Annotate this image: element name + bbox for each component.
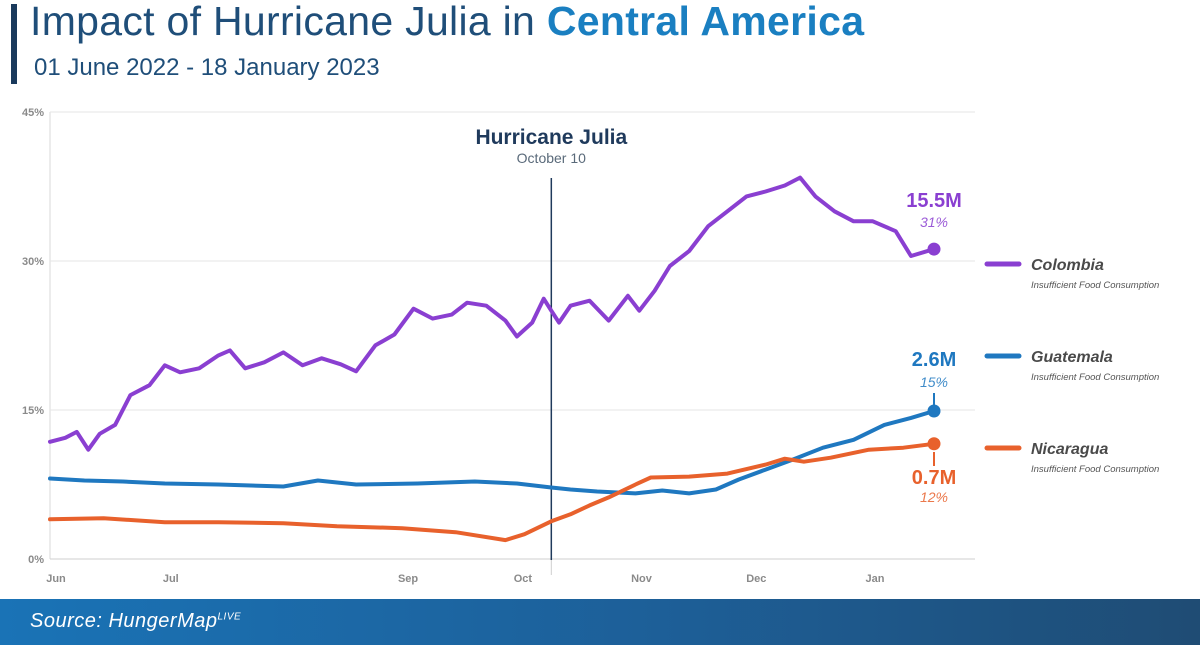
title-highlight: Central America — [546, 0, 865, 44]
end-pct-label-colombia: 31% — [920, 214, 948, 230]
source-text: Source: HungerMap — [30, 610, 218, 632]
y-tick-label: 15% — [22, 405, 44, 417]
series-line-colombia — [48, 175, 936, 452]
y-tick-label: 30% — [22, 256, 44, 268]
legend-label-guatemala: Guatemala — [1031, 349, 1113, 366]
x-tick-label: Jun — [46, 573, 66, 585]
legend-label-colombia: Colombia — [1031, 257, 1104, 274]
series-line-guatemala — [48, 409, 936, 496]
legend-label-nicaragua: Nicaragua — [1031, 441, 1108, 458]
title-accent-bar — [11, 4, 17, 84]
end-value-label-nicaragua: 0.7M — [912, 467, 956, 489]
legend-sublabel-guatemala: Insufficient Food Consumption — [1031, 372, 1159, 383]
x-tick-label: Jan — [865, 573, 884, 585]
source-sup: LIVE — [217, 611, 242, 623]
footer-banner: Source: HungerMapLIVE — [0, 599, 1200, 645]
end-pct-label-nicaragua: 12% — [920, 489, 948, 505]
x-tick-label: Oct — [514, 573, 533, 585]
end-value-label-colombia: 15.5M — [906, 190, 962, 212]
x-tick-label: Sep — [398, 573, 418, 585]
x-tick-label: Dec — [746, 573, 766, 585]
event-date-label: October 10 — [517, 150, 586, 166]
source-note: Source: HungerMapLIVE — [30, 610, 241, 633]
x-tick-label: Nov — [631, 573, 653, 585]
title-main: Impact of Hurricane Julia in — [30, 0, 547, 44]
series-end-point-guatemala — [927, 404, 941, 418]
chart-title: Impact of Hurricane Julia in Central Ame… — [30, 0, 864, 45]
event-label: Hurricane Julia — [475, 126, 627, 149]
y-tick-label: 45% — [22, 107, 44, 119]
end-value-label-guatemala: 2.6M — [912, 349, 956, 371]
line-chart: 0% 15% 30% 45% Jun Jul Sep Oct Nov Dec Jan Hurrican… — [22, 107, 1159, 585]
x-tick-label: Jul — [163, 573, 179, 585]
end-pct-label-guatemala: 15% — [920, 374, 948, 390]
series-end-point-colombia — [927, 242, 941, 256]
series-end-point-nicaragua — [927, 437, 941, 451]
legend-sublabel-nicaragua: Insufficient Food Consumption — [1031, 464, 1159, 475]
legend-sublabel-colombia: Insufficient Food Consumption — [1031, 280, 1159, 291]
chart-subtitle: 01 June 2022 - 18 January 2023 — [34, 54, 380, 81]
series-line-nicaragua — [48, 441, 936, 543]
y-tick-label: 0% — [28, 554, 44, 566]
